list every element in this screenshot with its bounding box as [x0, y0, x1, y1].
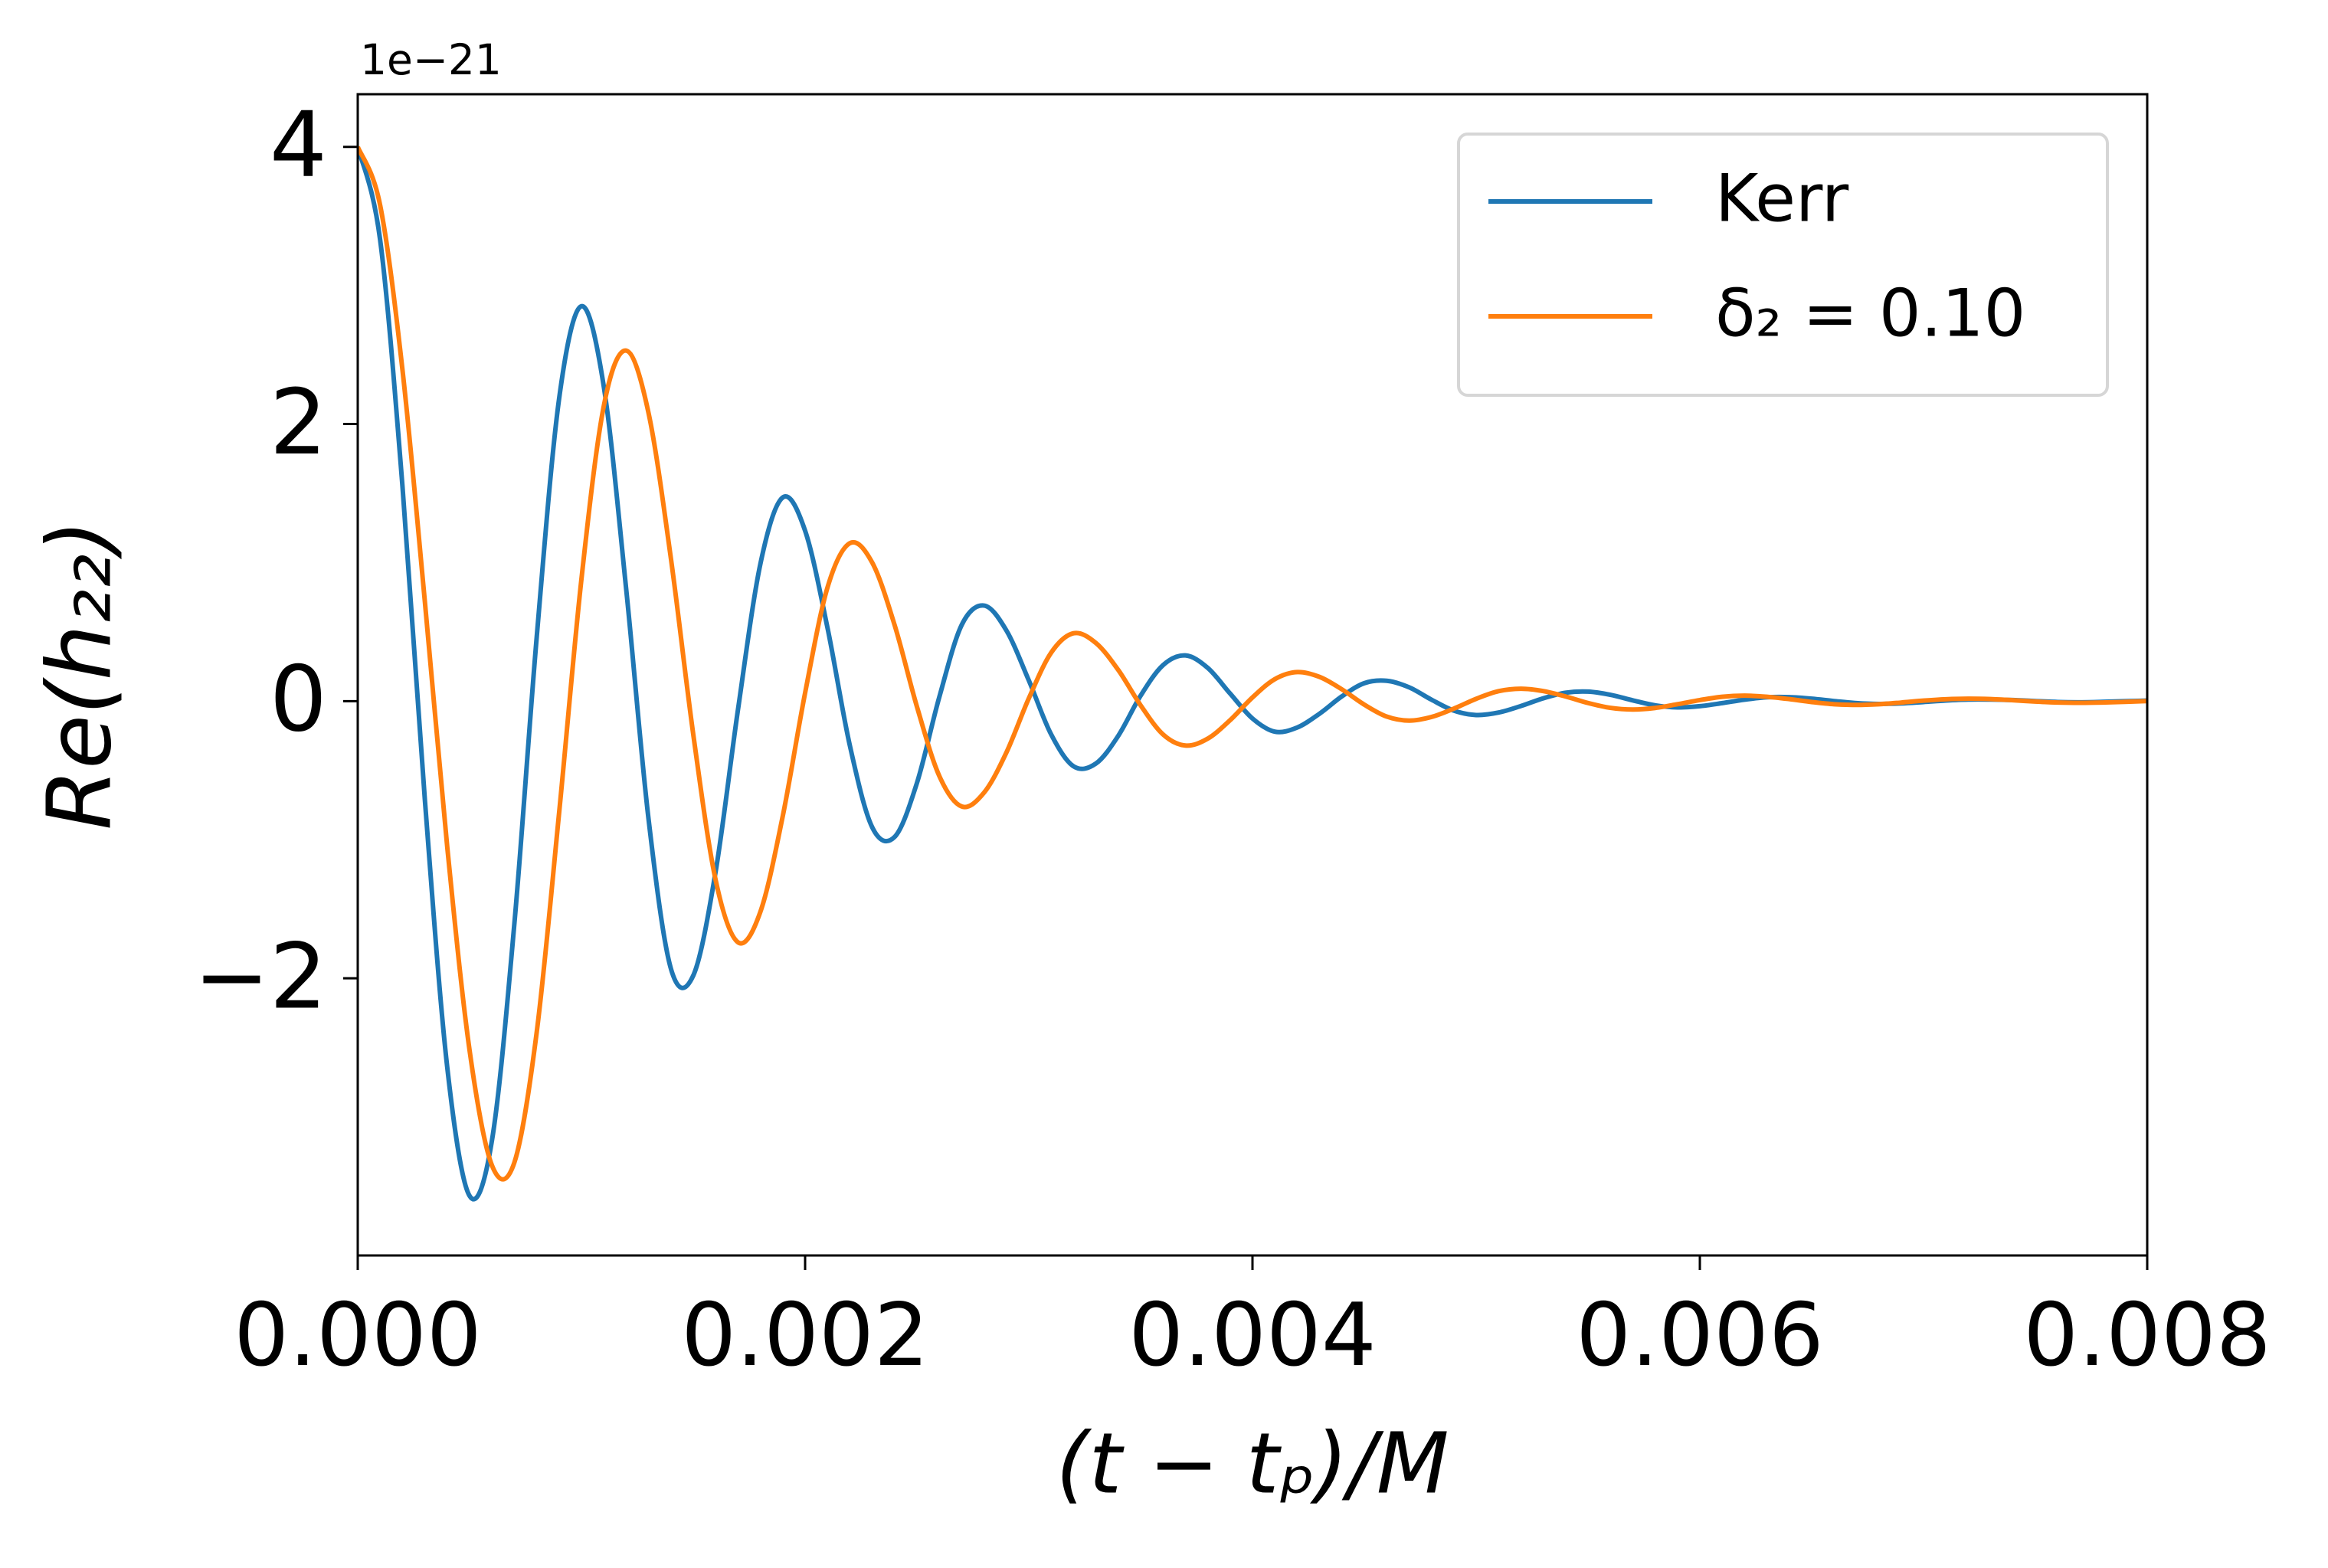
x-tick-label: 0.006	[1576, 1285, 1824, 1386]
legend-label: Kerr	[1715, 160, 1849, 237]
legend: Kerr δ₂ = 0.10	[1457, 133, 2109, 397]
data-line	[358, 146, 2147, 1182]
legend-label: δ₂ = 0.10	[1715, 275, 2025, 352]
y-axis-label: Re(h₂₂)	[29, 519, 132, 830]
x-tick-label: 0.002	[681, 1285, 929, 1386]
y-offset-label: 1e−21	[360, 35, 502, 84]
x-tick-label: 0.000	[234, 1285, 482, 1386]
x-tick-label: 0.008	[2023, 1285, 2271, 1386]
y-tick-label: 2	[270, 369, 327, 475]
x-axis-label: (t − tₚ)/M	[1056, 1414, 1449, 1512]
y-tick-label: 0	[270, 647, 327, 752]
y-tick-label: −2	[194, 923, 327, 1029]
plot-frame	[356, 93, 2149, 1257]
x-tick-label: 0.004	[1128, 1285, 1377, 1386]
y-tick-label: 4	[270, 92, 327, 198]
